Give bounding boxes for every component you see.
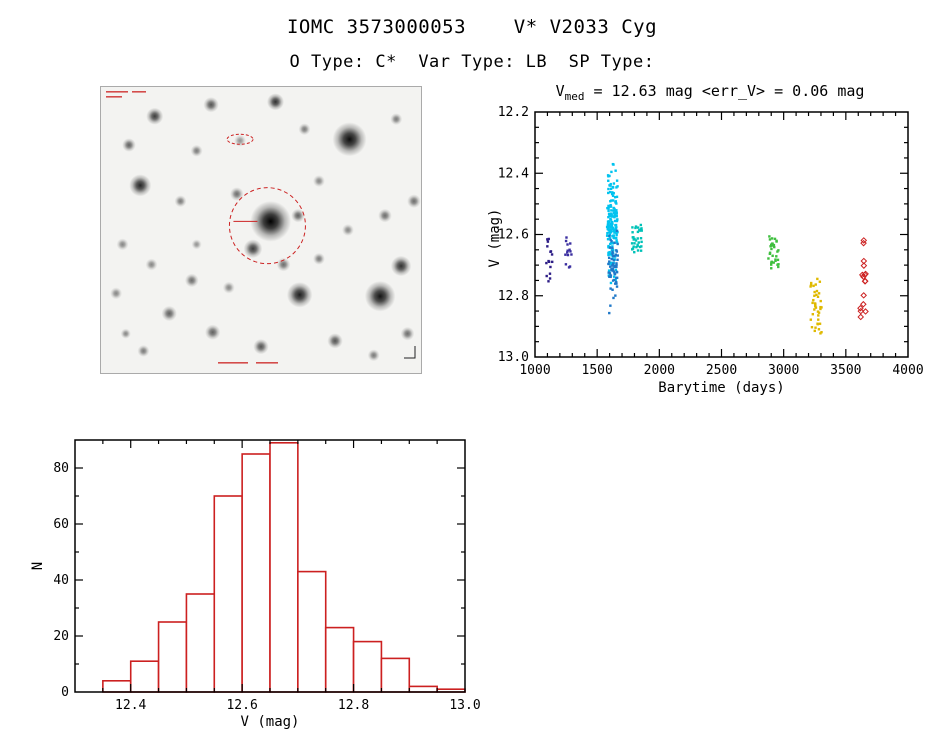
svg-text:3000: 3000 [768,363,799,378]
series-epoch-5 [767,235,780,270]
series-epoch-1 [545,237,554,283]
page-subtitle: O Type: C* Var Type: LB SP Type: [289,52,655,72]
series-epoch-2 [564,236,573,269]
svg-text:80: 80 [53,461,69,476]
page-title: IOMC 3573000053 V* V2033 Cyg [286,16,658,38]
series-epoch-4 [630,223,643,254]
reference-ellipse [226,133,254,145]
finder-corner-mark [404,346,416,359]
svg-text:13.0: 13.0 [449,698,480,713]
svg-text:12.6: 12.6 [226,698,257,713]
finder-annotation-mark [132,91,146,93]
svg-text:12.6: 12.6 [498,228,529,243]
svg-text:20: 20 [53,629,69,644]
svg-text:1000: 1000 [519,363,550,378]
svg-text:0: 0 [61,685,69,700]
svg-text:1500: 1500 [582,363,613,378]
series-epoch-3b [607,229,619,315]
target-circle [228,187,306,265]
lightcurve-stats: Vmed = 12.63 mag <err_V> = 0.06 mag [495,82,925,103]
svg-text:12.4: 12.4 [498,166,529,181]
histogram-plot: 12.4 12.6 12.8 13.0 0 20 40 60 80 [53,439,481,713]
svg-text:3500: 3500 [830,363,861,378]
series-epoch-7 [857,237,869,321]
finder-annotation-mark [106,91,128,93]
svg-text:12.4: 12.4 [115,698,146,713]
svg-text:13.0: 13.0 [498,350,529,365]
svg-text:12.8: 12.8 [338,698,369,713]
finder-annotation-mark [218,362,248,364]
star-field [110,93,421,362]
svg-text:12.2: 12.2 [498,105,529,120]
series-epoch-6 [809,277,823,335]
lightcurve-plot: 1000 1500 2000 2500 3000 3500 4000 12.2 12.4 12.6… [498,105,924,378]
histogram-bars [102,442,466,693]
svg-text:12.8: 12.8 [498,289,529,304]
svg-text:2500: 2500 [706,363,737,378]
finder-annotation-mark [256,362,278,364]
lightcurve-stats-values: = 12.63 mag <err_V> = 0.06 mag [584,82,865,100]
vmed-symbol: V [555,82,565,100]
histogram-x-axis-title: V (mag) [240,714,300,730]
lightcurve-x-axis-title: Barytime (days) [658,380,785,396]
finder-annotation-mark [106,96,122,98]
svg-text:60: 60 [53,517,69,532]
svg-text:40: 40 [53,573,69,588]
svg-text:2000: 2000 [644,363,675,378]
svg-text:4000: 4000 [892,363,923,378]
finder-chart-image [100,86,422,374]
vmed-subscript: med [564,90,585,103]
